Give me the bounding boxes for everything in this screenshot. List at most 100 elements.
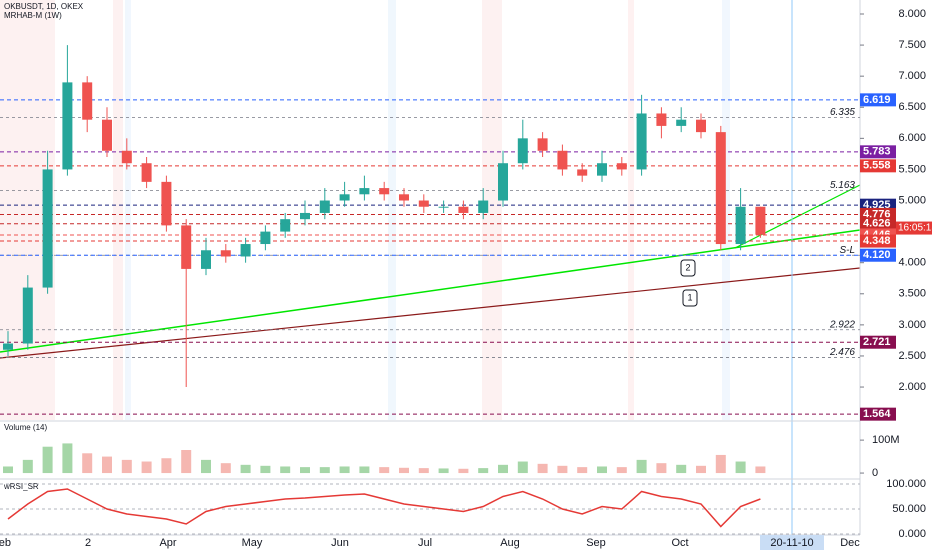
trend-line — [0, 267, 861, 359]
candle-body — [755, 206, 766, 235]
volume-bar — [62, 443, 73, 474]
candle-body — [577, 169, 588, 176]
y-tick-label: 6.500 — [898, 101, 926, 113]
y-tick-label: 5.000 — [898, 194, 926, 206]
stripe — [113, 0, 123, 420]
volume-bar — [379, 467, 390, 474]
candle-body — [339, 194, 350, 201]
y-tick-label: 5.500 — [898, 163, 926, 175]
x-tick-label: Dec — [840, 537, 860, 549]
x-tick-label: 2 — [85, 537, 91, 549]
chart-subtitle: MRHAB-M (1W) — [4, 11, 62, 20]
candle-body — [220, 250, 231, 257]
trend-line — [734, 184, 861, 249]
x-tick-label: Oct — [671, 537, 688, 549]
candle-body — [715, 132, 726, 245]
price-label: 5.783 — [863, 146, 891, 158]
candle-body — [240, 244, 251, 257]
volume-bar — [201, 459, 211, 474]
price-label: 4.626 — [863, 218, 891, 230]
level-label: 2.476 — [829, 347, 855, 358]
volume-bar — [696, 465, 706, 474]
candle-body — [280, 219, 291, 232]
stripe — [482, 0, 502, 420]
rsi-line — [7, 488, 761, 528]
x-tick-label: Jul — [418, 537, 432, 549]
candle-body — [676, 119, 687, 126]
x-tick-label: Sep — [586, 537, 606, 549]
volume-bar — [636, 459, 647, 474]
candle-body — [399, 194, 409, 201]
x-tick-label: Apr — [159, 537, 176, 549]
candle-body — [735, 206, 746, 245]
candle-body — [3, 343, 13, 350]
y-tick-label: 50.000 — [892, 503, 926, 515]
candle-body — [319, 200, 330, 213]
volume-bar — [616, 467, 627, 474]
price-label-box — [860, 234, 896, 248]
volume-bar — [399, 467, 409, 474]
level-label: 5.163 — [830, 180, 855, 191]
countdown-box — [896, 221, 932, 235]
price-label: 5.558 — [863, 160, 891, 172]
marker-label: 2 — [685, 262, 690, 272]
level-label: 2.922 — [829, 319, 855, 330]
price-label-box — [860, 217, 896, 231]
price-label-box — [860, 145, 896, 159]
y-tick-label: 100.000 — [886, 478, 926, 490]
candle-body — [537, 138, 548, 151]
volume-bar — [3, 466, 13, 474]
price-axis — [860, 0, 932, 550]
x-tick-label: Jun — [331, 537, 349, 549]
volume-bar — [715, 454, 726, 474]
level-label: 6.335 — [830, 107, 855, 118]
y-tick-label: 2.500 — [898, 350, 926, 362]
candle-body — [597, 163, 607, 176]
volume-bar — [517, 461, 528, 474]
volume-title: Volume (14) — [4, 423, 47, 432]
marker-box — [682, 289, 698, 307]
candle-body — [438, 206, 449, 208]
volume-bar — [359, 466, 370, 474]
volume-bar — [102, 456, 112, 474]
volume-bar — [438, 468, 449, 474]
countdown: 16:05:15 — [898, 223, 932, 234]
volume-bar — [161, 458, 172, 474]
volume-bar — [735, 461, 746, 474]
volume-bar — [141, 461, 152, 474]
price-label-box — [860, 335, 896, 349]
y-tick-label: 7.000 — [898, 70, 926, 82]
marker-label: 1 — [687, 292, 692, 302]
stripe — [388, 0, 396, 420]
y-tick-label: 2.000 — [898, 381, 926, 393]
volume-bar — [557, 465, 568, 474]
candle-body — [498, 163, 508, 201]
x-tick-label: May — [242, 537, 263, 549]
volume-bar — [240, 464, 251, 474]
volume-bar — [676, 464, 687, 474]
price-label: 6.619 — [863, 94, 891, 106]
rsi-title: wRSI_SR — [3, 482, 39, 491]
volume-bar — [319, 467, 330, 474]
chart-title: OKBUSDT, 1D, OKEX — [4, 2, 84, 11]
candle-body — [260, 231, 271, 245]
volume-bar — [418, 468, 429, 474]
x-tick-label: Feb — [0, 537, 11, 549]
y-tick-label: 4.000 — [898, 257, 926, 269]
volume-bar — [755, 466, 766, 474]
stripe — [722, 0, 730, 420]
volume-bar — [537, 463, 548, 474]
y-tick-label: 3.500 — [898, 288, 926, 300]
volume-bar — [42, 446, 53, 474]
candle-body — [62, 82, 73, 170]
volume-bar — [498, 464, 508, 474]
volume-bar — [339, 466, 350, 474]
volume-bar — [597, 466, 607, 474]
candle-body — [300, 212, 310, 220]
y-tick-label: 7.500 — [898, 39, 926, 51]
candle-body — [121, 150, 132, 164]
candle-body — [379, 188, 390, 195]
stripe — [125, 0, 131, 420]
volume-bar — [577, 467, 588, 474]
